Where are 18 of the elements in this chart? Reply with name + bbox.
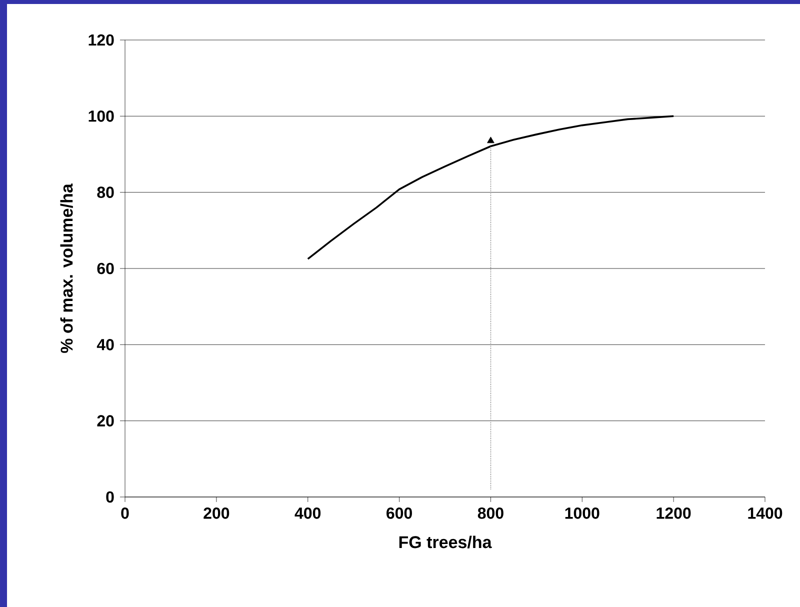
y-axis-title: % of max. volume/ha xyxy=(60,184,73,353)
y-tick-label: 100 xyxy=(88,110,114,122)
x-tick-label: 0 xyxy=(121,508,129,519)
y-tick-label: 60 xyxy=(97,262,114,274)
x-tick-label: 600 xyxy=(386,508,412,519)
x-tick-label: 1200 xyxy=(656,508,691,519)
y-tick-label: 120 xyxy=(88,34,114,46)
y-tick-label: 20 xyxy=(97,415,114,426)
x-tick-label: 1000 xyxy=(565,508,600,519)
y-tick-label: 0 xyxy=(106,491,114,503)
x-tick-label: 400 xyxy=(294,508,321,519)
y-tick-label: 80 xyxy=(97,186,114,198)
x-tick-label: 200 xyxy=(204,508,230,519)
x-axis-title: FG trees/ha xyxy=(399,536,492,548)
x-tick-label: 1400 xyxy=(748,508,782,519)
y-tick-label: 40 xyxy=(96,338,114,350)
x-tick-label: 800 xyxy=(478,508,504,519)
line-series xyxy=(306,115,674,260)
